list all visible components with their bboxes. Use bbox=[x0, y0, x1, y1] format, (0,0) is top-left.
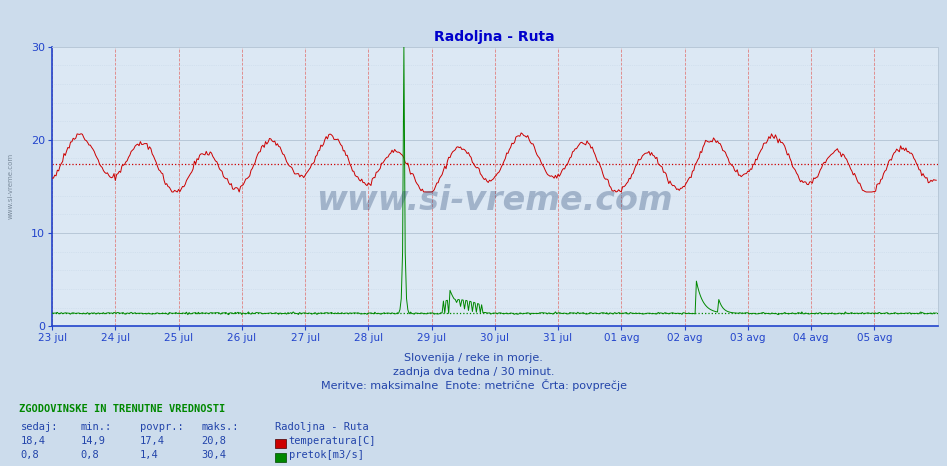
Text: Meritve: maksimalne  Enote: metrične  Črta: povprečje: Meritve: maksimalne Enote: metrične Črta… bbox=[320, 379, 627, 391]
Text: 1,4: 1,4 bbox=[140, 450, 159, 459]
Text: temperatura[C]: temperatura[C] bbox=[289, 436, 376, 445]
Text: 14,9: 14,9 bbox=[80, 436, 105, 445]
Text: 0,8: 0,8 bbox=[21, 450, 40, 459]
Text: zadnja dva tedna / 30 minut.: zadnja dva tedna / 30 minut. bbox=[393, 367, 554, 377]
Text: 17,4: 17,4 bbox=[140, 436, 165, 445]
Text: povpr.:: povpr.: bbox=[140, 422, 184, 432]
Text: www.si-vreme.com: www.si-vreme.com bbox=[8, 153, 13, 219]
Text: 18,4: 18,4 bbox=[21, 436, 45, 445]
Text: sedaj:: sedaj: bbox=[21, 422, 59, 432]
Text: www.si-vreme.com: www.si-vreme.com bbox=[316, 184, 673, 217]
Text: min.:: min.: bbox=[80, 422, 112, 432]
Text: Radoljna - Ruta: Radoljna - Ruta bbox=[275, 422, 368, 432]
Text: pretok[m3/s]: pretok[m3/s] bbox=[289, 450, 364, 459]
Text: Slovenija / reke in morje.: Slovenija / reke in morje. bbox=[404, 353, 543, 363]
Text: 0,8: 0,8 bbox=[80, 450, 99, 459]
Text: 30,4: 30,4 bbox=[202, 450, 226, 459]
Text: 20,8: 20,8 bbox=[202, 436, 226, 445]
Text: maks.:: maks.: bbox=[202, 422, 240, 432]
Title: Radoljna - Ruta: Radoljna - Ruta bbox=[435, 30, 555, 44]
Text: ZGODOVINSKE IN TRENUTNE VREDNOSTI: ZGODOVINSKE IN TRENUTNE VREDNOSTI bbox=[19, 404, 225, 414]
